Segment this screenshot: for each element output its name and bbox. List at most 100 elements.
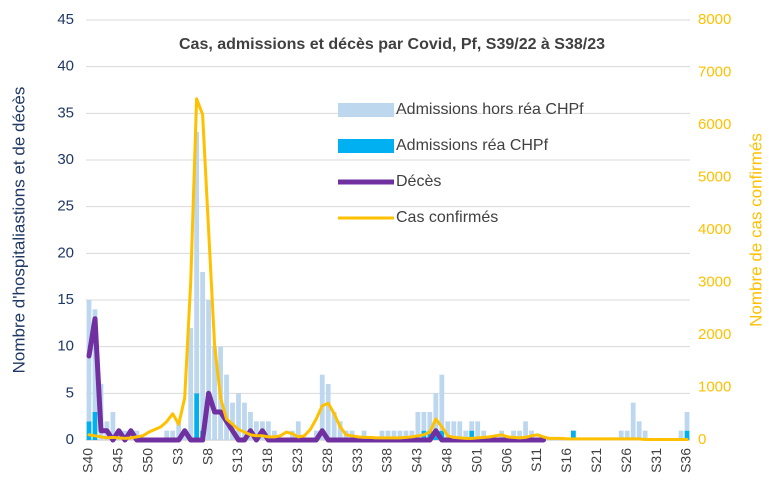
y2-tick-label: 0 — [698, 431, 706, 448]
bar — [457, 421, 463, 440]
x-tick-label: S50 — [139, 448, 155, 473]
bar — [630, 402, 636, 440]
bar — [325, 384, 331, 440]
x-tick-label: S36 — [678, 448, 694, 473]
y-tick-label: 30 — [57, 151, 74, 168]
bar — [445, 421, 451, 440]
bar — [230, 402, 235, 440]
bar — [86, 300, 92, 422]
bar — [110, 412, 116, 440]
x-tick-label: S06 — [498, 448, 514, 473]
bar — [511, 430, 516, 440]
bar — [481, 430, 487, 440]
chart-title: Cas, admissions et décès par Covid, Pf, … — [179, 36, 605, 53]
x-tick-label: S16 — [558, 448, 574, 473]
x-tick-label: S3 — [169, 448, 185, 465]
bar — [475, 421, 481, 440]
legend-label: Admissions réa CHPf — [396, 137, 549, 154]
x-tick-label: S28 — [319, 448, 335, 473]
legend-label: Cas confirmés — [396, 209, 498, 226]
x-tick-label: S11 — [528, 448, 544, 472]
bar — [194, 393, 200, 440]
bar — [116, 430, 122, 440]
bar — [164, 430, 170, 440]
bar — [206, 300, 211, 440]
y-tick-label: 45 — [57, 11, 74, 28]
bar — [439, 374, 445, 431]
bar — [409, 430, 415, 440]
bar — [463, 430, 469, 440]
bar — [271, 430, 277, 440]
x-tick-label: S8 — [199, 448, 215, 465]
bar — [403, 430, 409, 440]
x-tick-label: S31 — [648, 448, 664, 473]
bar — [248, 412, 253, 440]
y2-tick-label: 2000 — [698, 326, 731, 343]
bar — [421, 412, 427, 431]
y-axis-title: Nombre d'hospitaliastions et de décès — [9, 87, 28, 374]
bar — [266, 421, 271, 440]
bar — [570, 430, 576, 440]
x-tick-label: S01 — [468, 448, 484, 473]
bar — [469, 421, 475, 431]
bar — [92, 412, 98, 440]
y-tick-label: 40 — [57, 58, 74, 75]
x-tick-label: S33 — [349, 448, 365, 473]
legend-swatch — [338, 139, 394, 153]
x-tick-label: S23 — [289, 448, 305, 473]
line — [87, 97, 689, 441]
y2-tick-label: 4000 — [698, 221, 731, 238]
y-tick-label: 20 — [57, 244, 74, 261]
bar — [684, 412, 690, 431]
bar — [236, 393, 241, 440]
bar — [212, 346, 217, 440]
bar — [361, 430, 367, 440]
bar — [433, 393, 439, 431]
x-tick-label: S13 — [229, 448, 245, 473]
bar — [337, 421, 343, 440]
x-tick-label: S38 — [379, 448, 395, 473]
bar — [242, 402, 247, 440]
bar — [194, 132, 200, 394]
bar — [176, 421, 182, 440]
y2-tick-label: 5000 — [698, 168, 731, 185]
bar — [385, 430, 391, 440]
line — [86, 316, 546, 443]
x-tick-label: S21 — [588, 448, 604, 473]
bar — [439, 430, 445, 440]
bar — [379, 430, 385, 440]
bar — [618, 430, 624, 440]
x-tick-label: S45 — [110, 448, 126, 473]
bar — [427, 412, 433, 431]
bar — [86, 421, 92, 440]
bar — [451, 421, 457, 440]
y2-tick-label: 7000 — [698, 63, 731, 80]
legend-label: Admissions hors réa CHPf — [396, 101, 584, 118]
bar — [397, 430, 403, 440]
bar — [427, 430, 433, 440]
y2-tick-label: 8000 — [698, 11, 731, 28]
bar — [391, 430, 397, 440]
y-tick-label: 35 — [57, 104, 74, 121]
x-tick-label: S43 — [409, 448, 425, 473]
y2-tick-label: 3000 — [698, 273, 731, 290]
bar — [254, 421, 259, 440]
bar — [200, 272, 206, 431]
bar — [678, 430, 684, 440]
y2-tick-label: 6000 — [698, 116, 731, 133]
y-tick-label: 0 — [66, 431, 74, 448]
bar — [684, 430, 690, 440]
y-tick-label: 5 — [66, 384, 74, 401]
bar — [122, 430, 128, 440]
x-tick-label: S40 — [80, 448, 96, 473]
legend-swatch — [338, 103, 394, 117]
bar — [188, 328, 194, 440]
x-tick-label: S48 — [439, 448, 455, 473]
bar — [517, 430, 522, 440]
bar — [642, 430, 648, 440]
bar — [523, 421, 528, 440]
bar — [636, 421, 642, 440]
bar — [624, 430, 630, 440]
x-tick-label: S18 — [259, 448, 275, 473]
